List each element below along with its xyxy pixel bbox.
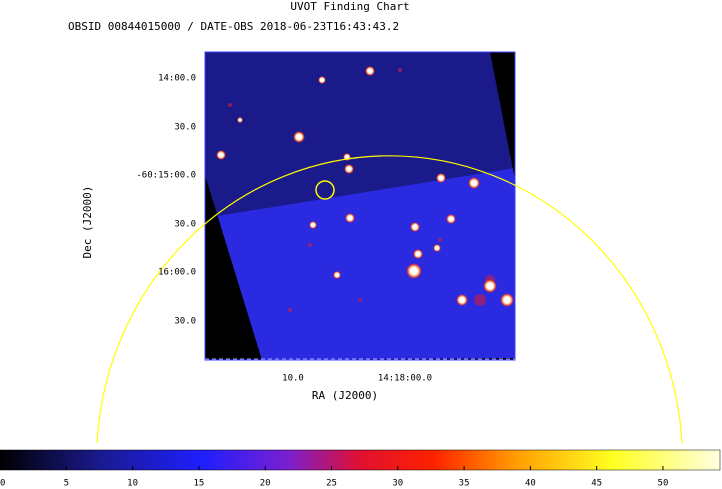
colorbar-tick-label: 45 xyxy=(591,479,602,489)
y-tick-label: 14:00.0 xyxy=(158,74,196,84)
colorbar-tick-label: 40 xyxy=(525,479,536,489)
colorbar-tick-label: 5 xyxy=(64,479,69,489)
y-axis-label: Dec (J2000) xyxy=(81,186,94,259)
y-tick-label: 30.0 xyxy=(174,220,196,230)
colorbar-ticks: 0 5 10 15 20 25 30 35 40 45 50 xyxy=(0,466,668,489)
image-frame xyxy=(204,51,516,361)
x-tick-label: 14:18:00.0 xyxy=(378,374,432,384)
colorbar-tick-label: 10 xyxy=(127,479,138,489)
y-tick-label: 30.0 xyxy=(174,123,196,133)
source-circle xyxy=(315,180,335,200)
x-axis-label: RA (J2000) xyxy=(312,389,378,402)
error-circle xyxy=(96,155,683,444)
y-ticks: 14:00.0 30.0 -60:15:00.0 30.0 16:00.0 30.0 xyxy=(136,74,196,327)
x-ticks: 10.0 14:18:00.0 xyxy=(282,374,432,384)
stars xyxy=(216,66,514,307)
colorbar-tick-label: 25 xyxy=(326,479,337,489)
y-tick-label: 30.0 xyxy=(174,317,196,327)
title: UVOT Finding Chart xyxy=(290,0,409,13)
y-tick-label: 16:00.0 xyxy=(158,268,196,278)
colorbar-tick-label: 50 xyxy=(658,479,669,489)
colorbar xyxy=(0,449,721,471)
colorbar-tick-label: 20 xyxy=(260,479,271,489)
subtitle: OBSID 00844015000 / DATE-OBS 2018-06-23T… xyxy=(68,20,399,33)
colorbar-tick-label: 0 xyxy=(0,479,5,489)
y-tick-label: -60:15:00.0 xyxy=(136,171,196,181)
colorbar-tick-label: 30 xyxy=(392,479,403,489)
x-tick-label: 10.0 xyxy=(282,374,304,384)
sky-image xyxy=(205,52,515,360)
colorbar-tick-label: 15 xyxy=(193,479,204,489)
colorbar-tick-label: 35 xyxy=(459,479,470,489)
